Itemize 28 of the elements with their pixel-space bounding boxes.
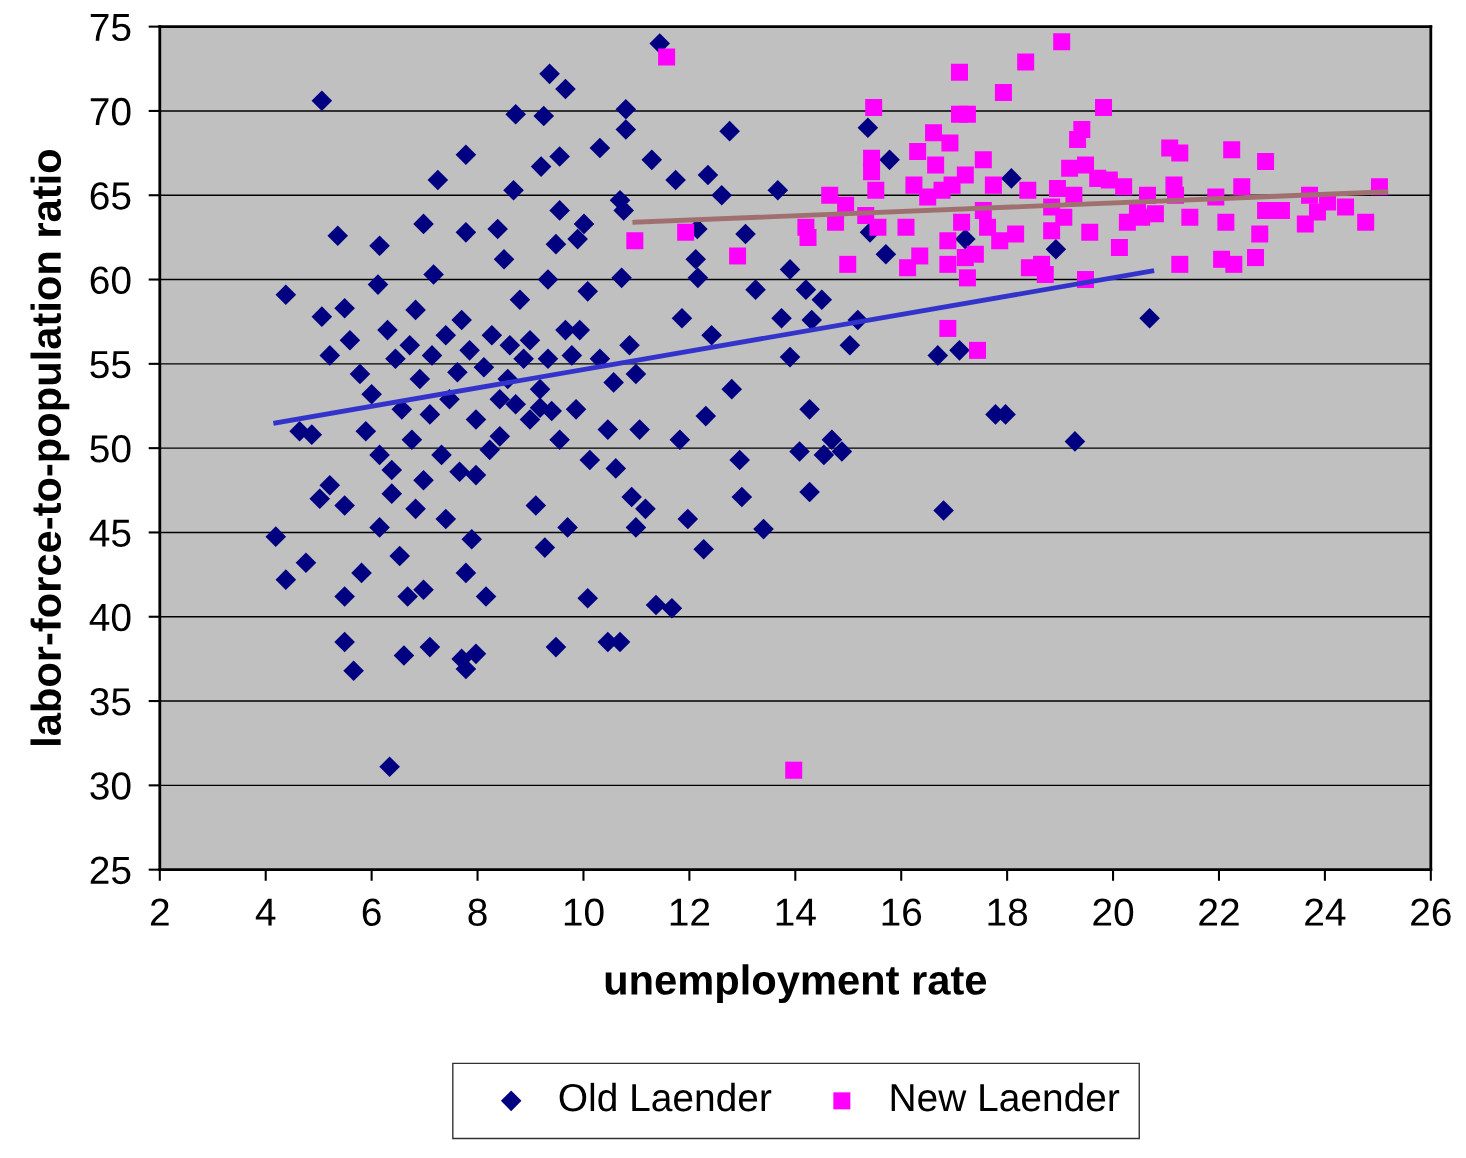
x-tick-label: 2 [150, 898, 169, 926]
y-tick-label: 70 [90, 97, 131, 126]
legend-label: Old Laender [559, 1082, 772, 1112]
x-tick-label: 16 [882, 898, 922, 926]
x-axis-title: unemployment rate [605, 964, 987, 1004]
x-tick-label: 24 [1305, 898, 1346, 926]
x-tick-label: 4 [255, 898, 276, 926]
y-tick-label: 30 [90, 772, 131, 800]
x-tick-label: 20 [1093, 898, 1134, 926]
x-tick-label: 14 [776, 898, 816, 926]
x-tick-label: 10 [564, 898, 604, 926]
y-tick-label: 75 [90, 13, 131, 42]
y-tick-label: 50 [90, 435, 131, 463]
y-tick-label: 55 [90, 351, 131, 379]
x-tick-label: 18 [988, 898, 1028, 926]
y-tick-label: 25 [90, 856, 131, 885]
legend-label: New Laender [891, 1082, 1120, 1112]
y-axis-title: labor-force-to-population ratio [30, 150, 70, 745]
x-tick-label: 26 [1411, 898, 1451, 926]
y-tick-label: 65 [90, 182, 131, 210]
y-tick-label: 60 [90, 266, 131, 295]
x-tick-label: 8 [468, 898, 487, 926]
y-tick-label: 35 [90, 687, 131, 716]
y-tick-label: 40 [89, 603, 131, 632]
x-tick-label: 12 [670, 898, 710, 926]
y-tick-label: 45 [89, 519, 131, 547]
x-tick-label: 22 [1199, 898, 1239, 926]
x-tick-label: 6 [362, 898, 381, 926]
